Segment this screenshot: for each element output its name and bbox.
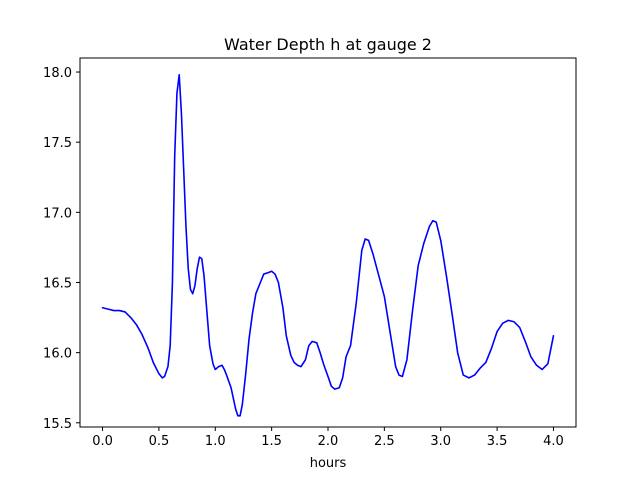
y-tick-label: 17.0 xyxy=(43,206,72,221)
y-tick-label: 15.5 xyxy=(43,417,72,432)
x-tick-label: 2.5 xyxy=(374,434,395,449)
x-tick-label: 0.5 xyxy=(149,434,170,449)
x-axis-ticks: 0.0 0.5 1.0 1.5 2.0 2.5 3.0 3.5 4.0 xyxy=(92,427,564,449)
y-tick-label: 17.5 xyxy=(43,136,72,151)
y-tick-label: 16.0 xyxy=(43,347,72,362)
x-tick-label: 3.0 xyxy=(430,434,451,449)
y-tick-label: 16.5 xyxy=(43,276,72,291)
series-line-0 xyxy=(101,74,555,417)
x-tick-label: 0.0 xyxy=(92,434,113,449)
x-tick-label: 4.0 xyxy=(543,434,564,449)
x-tick-label: 1.0 xyxy=(205,434,226,449)
x-tick-label: 2.0 xyxy=(318,434,339,449)
chart-title: Water Depth h at gauge 2 xyxy=(224,35,432,54)
x-axis-label: hours xyxy=(310,456,347,471)
x-tick-label: 1.5 xyxy=(261,434,282,449)
x-tick-label: 3.5 xyxy=(487,434,508,449)
y-axis-ticks: 15.5 16.0 16.5 17.0 17.5 18.0 xyxy=(43,66,80,432)
plot-area xyxy=(101,74,555,417)
y-tick-label: 18.0 xyxy=(43,66,72,81)
